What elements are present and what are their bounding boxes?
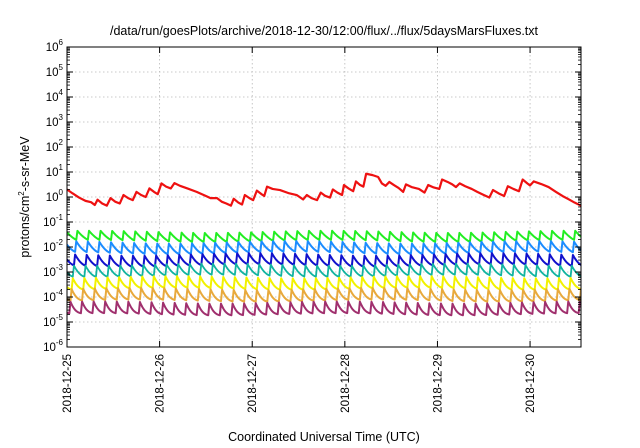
y-axis-ticks: 10-610-510-410-310-210-11001011021031041… (43, 38, 581, 354)
y-tick-label: 106 (46, 38, 64, 54)
y-tick-label: 105 (46, 63, 64, 79)
y-axis-label-base: protons/cm (18, 196, 32, 258)
y-tick-label-exp: 4 (59, 88, 64, 97)
x-tick-label: 2018-12-27 (247, 354, 259, 413)
y-tick-label: 102 (46, 138, 64, 154)
y-tick-label: 103 (46, 113, 64, 129)
y-tick-label-base: 10 (43, 317, 56, 329)
y-tick-label: 10-3 (43, 263, 63, 279)
series-line (67, 262, 581, 278)
y-tick-label-exp: -4 (56, 288, 64, 297)
y-tick-label-exp: -6 (56, 338, 64, 347)
y-tick-label-base: 10 (46, 67, 59, 79)
y-tick-label-exp: 0 (59, 188, 64, 197)
x-axis-ticks: 2018-12-25 2018-12-26 2018-12-27 2018-12-28… (62, 47, 537, 413)
x-tick-label: 2018-12-25 (62, 354, 74, 413)
y-tick-label-exp: -2 (56, 238, 64, 247)
y-tick-label-base: 10 (43, 242, 56, 254)
y-axis-label-rest: -s-sr-MeV (18, 136, 32, 192)
series-line (67, 252, 581, 268)
y-tick-label: 10-1 (43, 213, 63, 229)
y-tick-label-base: 10 (46, 142, 59, 154)
y-tick-label-exp: 3 (59, 113, 64, 122)
y-tick-label-exp: -1 (56, 213, 64, 222)
series-line (67, 300, 581, 317)
y-tick-label-base: 10 (43, 267, 56, 279)
y-axis-label: protons/cm2-s-sr-MeV (17, 136, 32, 258)
y-tick-label-base: 10 (46, 117, 59, 129)
series-line (67, 275, 581, 291)
y-tick-label-exp: 5 (59, 63, 64, 72)
y-tick-label-exp: -3 (56, 263, 64, 272)
series-line (67, 240, 581, 256)
y-tick-label-base: 10 (43, 292, 56, 304)
y-tick-label-base: 10 (43, 217, 56, 229)
y-tick-label: 10-2 (43, 238, 63, 254)
y-tick-label-base: 10 (46, 167, 59, 179)
y-tick-label-base: 10 (43, 342, 56, 354)
series-line (67, 229, 581, 243)
x-tick-label: 2018-12-30 (525, 354, 537, 413)
y-tick-label-base: 10 (46, 192, 59, 204)
y-tick-label: 100 (46, 188, 64, 204)
y-tick-label-exp: 6 (59, 38, 64, 47)
y-tick-label: 10-6 (43, 338, 63, 354)
y-tick-label-base: 10 (46, 92, 59, 104)
x-tick-label: 2018-12-29 (432, 354, 444, 413)
x-tick-label: 2018-12-28 (340, 354, 352, 413)
x-tick-label: 2018-12-26 (155, 354, 167, 413)
y-tick-label-exp: 2 (59, 138, 64, 147)
y-tick-label: 104 (46, 88, 64, 104)
y-tick-label: 101 (46, 163, 64, 179)
series-line (67, 286, 581, 303)
y-axis-label-sup: 2 (17, 191, 26, 196)
y-tick-label-base: 10 (46, 42, 59, 54)
y-tick-label: 10-5 (43, 313, 63, 329)
y-tick-label-exp: 1 (59, 163, 64, 172)
series-lines (67, 172, 581, 317)
y-tick-label-exp: -5 (56, 313, 64, 322)
series-line (67, 172, 581, 207)
chart-title: /data/run/goesPlots/archive/2018-12-30/1… (110, 24, 539, 38)
x-axis-label: Coordinated Universal Time (UTC) (228, 430, 420, 444)
y-tick-label: 10-4 (43, 288, 63, 304)
